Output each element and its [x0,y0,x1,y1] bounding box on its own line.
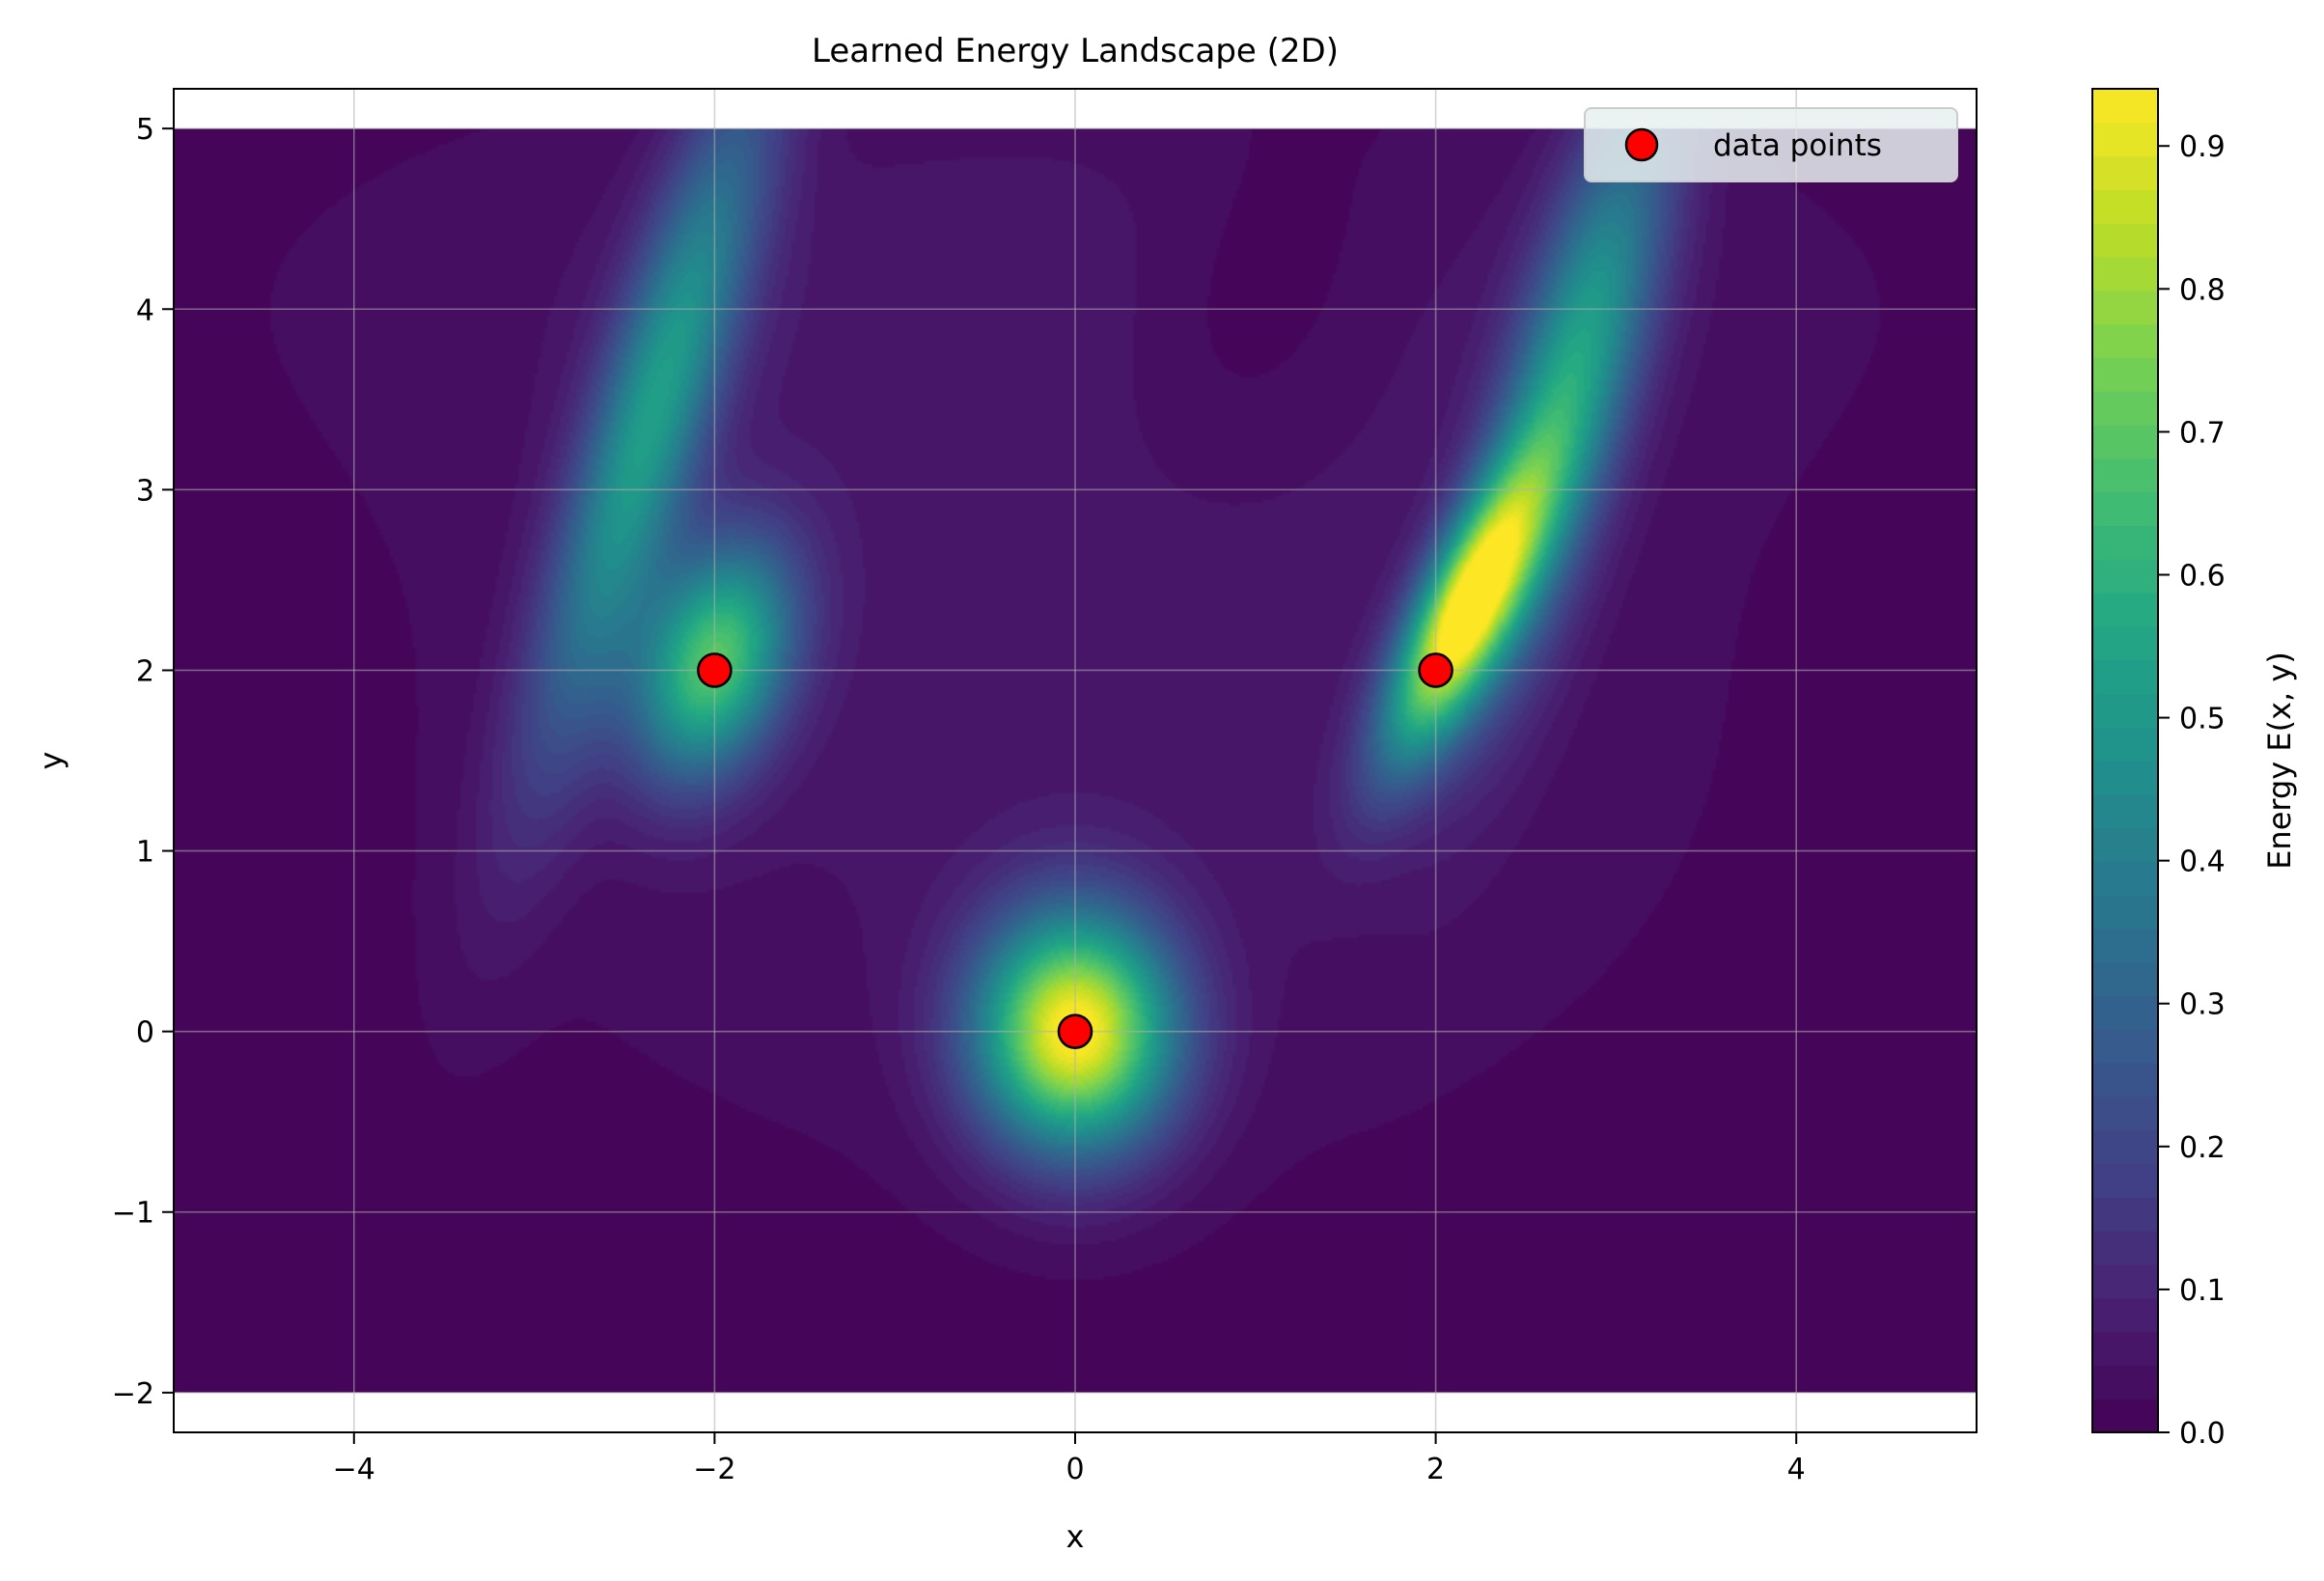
colorbar-band-27 [2092,491,2158,526]
colorbar-band-37 [2092,155,2158,190]
colorbar-band-9 [2092,1096,2158,1131]
y-tick-label-3: 1 [136,836,154,870]
colorbar-band-21 [2092,693,2158,728]
y-axis-ticks: −2 −1 0 1 2 3 4 5 [112,113,174,1411]
y-tick-label-7: 5 [136,113,154,147]
colorbar-band-16 [2092,861,2158,896]
y-tick-label-4: 2 [136,654,154,688]
colorbar-band-33 [2092,290,2158,325]
colorbar-band-0 [2092,1399,2158,1433]
colorbar-band-10 [2092,1063,2158,1097]
colorbar-bands [2092,89,2158,1433]
colorbar-tick-label-1: 0.1 [2179,1274,2226,1308]
colorbar-band-36 [2092,189,2158,224]
colorbar-band-39 [2092,89,2158,124]
colorbar-band-32 [2092,323,2158,358]
colorbar-band-29 [2092,425,2158,459]
colorbar-band-26 [2092,525,2158,560]
colorbar-tick-label-6: 0.6 [2179,559,2226,593]
y-tick-label-1: −1 [112,1197,154,1231]
colorbar-frame [2091,88,2159,1433]
x-tick-label-1: −2 [693,1453,735,1486]
colorbar-band-34 [2092,257,2158,291]
y-tick-label-5: 3 [136,474,154,508]
x-tick-label-0: −4 [333,1453,375,1486]
legend: data points [1584,107,1958,182]
x-tick-label-4: 4 [1787,1453,1806,1486]
colorbar-band-6 [2092,1197,2158,1232]
y-tick-label-6: 4 [136,293,154,327]
colorbar-band-35 [2092,223,2158,258]
colorbar-band-2 [2092,1331,2158,1366]
colorbar-band-23 [2092,625,2158,661]
colorbar-band-14 [2092,929,2158,963]
colorbar-band-38 [2092,122,2158,157]
colorbar-tick-label-9: 0.9 [2179,130,2226,164]
colorbar-band-20 [2092,727,2158,762]
legend-label: data points [1713,128,1882,163]
data-points [697,652,1453,1049]
data-point-0 [697,652,733,688]
colorbar-band-25 [2092,559,2158,594]
colorbar-tick-label-3: 0.3 [2179,988,2226,1022]
colorbar-band-12 [2092,995,2158,1030]
plot-area: −4 −2 0 2 4 −2 −1 0 1 2 3 4 5 [112,88,1978,1486]
colorbar-band-4 [2092,1264,2158,1299]
y-axis-label: y [33,752,69,770]
data-point-2 [1418,652,1453,688]
colorbar-tick-label-2: 0.2 [2179,1131,2226,1165]
legend-box [1584,107,1958,182]
colorbar-band-13 [2092,961,2158,997]
y-tick-label-2: 0 [136,1016,154,1050]
colorbar-band-28 [2092,458,2158,493]
colorbar: 0.0 0.1 0.2 0.3 0.4 0.5 0.6 0.7 0.8 0.9 Energy E(… [2091,88,2298,1451]
colorbar-label: Energy E(x, y) [2261,652,2298,870]
x-axis-ticks: −4 −2 0 2 4 [333,1432,1806,1486]
colorbar-band-22 [2092,659,2158,694]
colorbar-band-24 [2092,593,2158,627]
colorbar-tick-label-4: 0.4 [2179,846,2226,879]
colorbar-band-19 [2092,761,2158,795]
x-axis-label: x [1066,1518,1085,1555]
colorbar-ticks: 0.0 0.1 0.2 0.3 0.4 0.5 0.6 0.7 0.8 0.9 [2158,130,2226,1451]
colorbar-tick-label-7: 0.7 [2179,416,2226,450]
colorbar-tick-label-0: 0.0 [2179,1417,2226,1451]
chart-title: Learned Energy Landscape (2D) [812,32,1339,70]
colorbar-tick-label-5: 0.5 [2179,703,2226,736]
colorbar-band-15 [2092,895,2158,929]
colorbar-band-7 [2092,1163,2158,1198]
colorbar-band-1 [2092,1365,2158,1400]
colorbar-band-3 [2092,1297,2158,1333]
colorbar-band-31 [2092,357,2158,392]
colorbar-tick-label-8: 0.8 [2179,273,2226,307]
data-point-1 [1057,1013,1093,1049]
colorbar-band-8 [2092,1129,2158,1165]
colorbar-band-5 [2092,1231,2158,1265]
colorbar-band-17 [2092,827,2158,862]
colorbar-band-18 [2092,793,2158,829]
colorbar-band-30 [2092,391,2158,426]
x-tick-label-3: 2 [1426,1453,1445,1486]
legend-marker [1624,127,1659,162]
x-tick-label-2: 0 [1065,1453,1084,1486]
colorbar-band-11 [2092,1029,2158,1064]
y-tick-label-0: −2 [112,1377,154,1411]
